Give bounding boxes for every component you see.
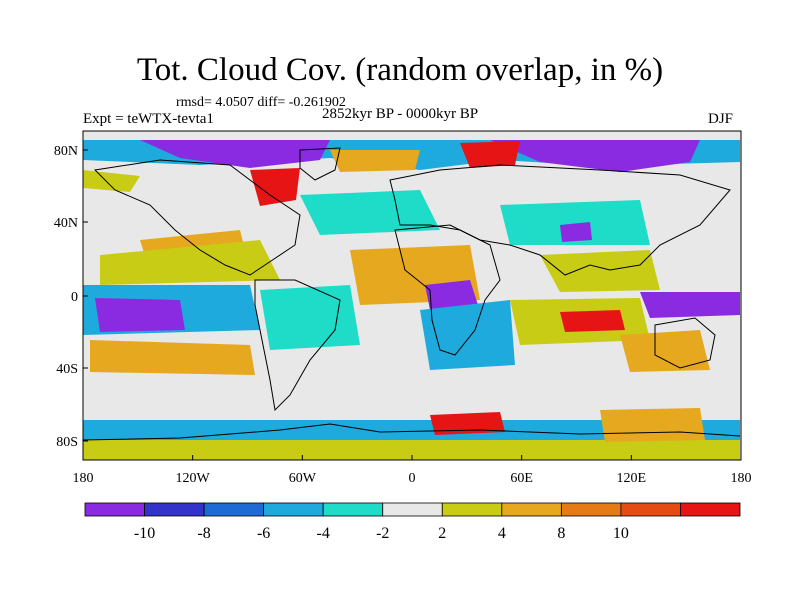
- eurasia-coastline: [389, 164, 731, 276]
- colorbar-label: -4: [317, 525, 330, 542]
- x-tick-label: 0: [409, 471, 416, 486]
- plot-title: Tot. Cloud Cov. (random overlap, in %): [136, 52, 664, 88]
- axis-ticks: [82, 149, 742, 460]
- southern-ocean-cyan-band: [83, 420, 740, 440]
- colorbar-box: [501, 502, 562, 517]
- colorbar-label: 4: [498, 525, 506, 542]
- colorbar-box: [441, 502, 503, 517]
- asia-teal-patch: [500, 200, 650, 245]
- y-tick-label: 0: [71, 290, 78, 305]
- colorbar-label: -6: [257, 525, 270, 542]
- arctic-orange-patch: [330, 150, 420, 172]
- colorbar-label: 2: [438, 525, 446, 542]
- colorbar-box: [382, 502, 443, 517]
- colorbar-box: [620, 502, 681, 517]
- colorbar-label: 8: [557, 525, 565, 542]
- stats-text: rmsd= 4.0507 diff= -0.261902: [176, 95, 346, 110]
- south-america-teal-patch: [260, 285, 360, 350]
- period-label: 2852kyr BP - 0000kyr BP: [322, 106, 479, 122]
- y-tick-label: 40S: [56, 362, 78, 377]
- coastlines: [83, 147, 741, 441]
- colorbar-label: -2: [376, 525, 389, 542]
- experiment-label: Expt = teWTX-tevta1: [83, 111, 214, 127]
- x-tick-label: 60W: [289, 471, 317, 486]
- congo-violet-patch: [425, 280, 478, 310]
- colorbar-labels: -10 -8 -6 -4 -2 2 4 8 10: [134, 525, 629, 542]
- season-label: DJF: [708, 111, 734, 127]
- y-tick-label: 80N: [54, 144, 78, 159]
- axis-tick-labels: 180 120W 60W 0 60E 120E 180 80N 40N 0 40S 80S: [54, 144, 752, 486]
- colorbar-label: -8: [197, 525, 210, 542]
- y-tick-label: 40N: [54, 216, 78, 231]
- anomaly-fields: [83, 140, 740, 460]
- colorbar-label: -10: [134, 525, 155, 542]
- x-tick-label: 180: [731, 471, 752, 486]
- alaska-yellow-patch: [83, 170, 140, 192]
- colorbar-box: [322, 502, 384, 517]
- antarctic-yellow-band: [83, 440, 740, 460]
- australia-orange-patch: [620, 330, 710, 372]
- x-tick-label: 120E: [617, 471, 647, 486]
- maritime-continent-violet-patch: [640, 292, 740, 318]
- south-asia-yellow-patch: [540, 250, 660, 292]
- arctic-red-patch: [460, 141, 520, 168]
- colorbar-box: [203, 502, 265, 517]
- colorbar-box: [144, 502, 205, 517]
- southern-africa-cyan-patch: [420, 300, 515, 370]
- colorbar-box: [560, 502, 622, 517]
- north-pacific-yellow-band: [100, 240, 280, 285]
- tropical-pacific-violet-patch: [95, 298, 185, 332]
- south-pacific-orange-band: [90, 340, 255, 375]
- x-tick-label: 60E: [510, 471, 533, 486]
- colorbar-box: [680, 502, 741, 517]
- arctic-violet-patch-west: [140, 140, 330, 168]
- y-tick-label: 80S: [56, 435, 78, 450]
- south-america-coastline: [254, 279, 341, 412]
- x-tick-label: 180: [73, 471, 94, 486]
- greenland-coastline: [299, 147, 341, 181]
- greenland-red-patch: [250, 168, 300, 206]
- antarctica-coastline: [83, 423, 741, 441]
- southern-ocean-red-patch: [430, 412, 505, 435]
- australia-coastline: [654, 317, 716, 369]
- colorbar-box: [263, 502, 324, 517]
- colorbar-label: 10: [613, 525, 629, 542]
- x-tick-label: 120W: [176, 471, 211, 486]
- arctic-violet-patch-east: [490, 140, 700, 172]
- north-atlantic-teal-patch: [300, 190, 440, 235]
- africa-coastline: [394, 224, 501, 356]
- colorbar-box: [84, 502, 145, 517]
- asia-violet-patch: [560, 222, 592, 242]
- colorbar-boxes: [84, 502, 741, 517]
- north-america-coastline: [93, 159, 301, 276]
- indian-ocean-red-patch: [560, 310, 625, 332]
